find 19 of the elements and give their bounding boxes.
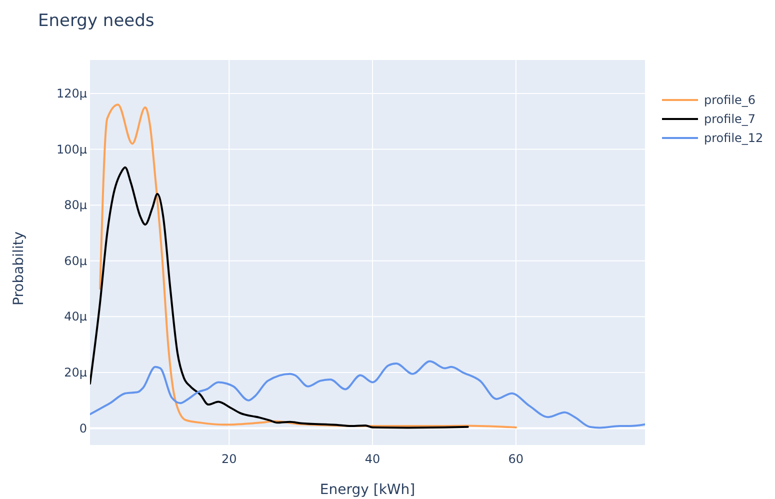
x-tick-label: 40 xyxy=(364,452,380,466)
legend-label: profile_6 xyxy=(704,93,756,107)
y-axis-title: Probability xyxy=(11,231,27,306)
y-tick-label: 80μ xyxy=(64,198,88,212)
x-tick-label: 20 xyxy=(221,452,237,466)
y-tick-label: 100μ xyxy=(56,142,88,156)
line-series xyxy=(90,360,645,429)
x-axis-title: Energy [kWh] xyxy=(320,482,416,498)
y-tick-label: 40μ xyxy=(64,310,88,324)
chart-title: Energy needs xyxy=(38,11,154,31)
line-series xyxy=(99,104,517,428)
legend-label: profile_7 xyxy=(704,112,756,126)
y-tick-label: 0 xyxy=(79,421,87,436)
y-tick-label: 120μ xyxy=(56,86,88,100)
x-tick-label: 60 xyxy=(508,452,524,466)
legend-label: profile_12 xyxy=(704,131,764,145)
y-tick-label: 60μ xyxy=(64,254,88,268)
y-tick-label: 20μ xyxy=(64,365,88,380)
line-series xyxy=(90,166,469,429)
